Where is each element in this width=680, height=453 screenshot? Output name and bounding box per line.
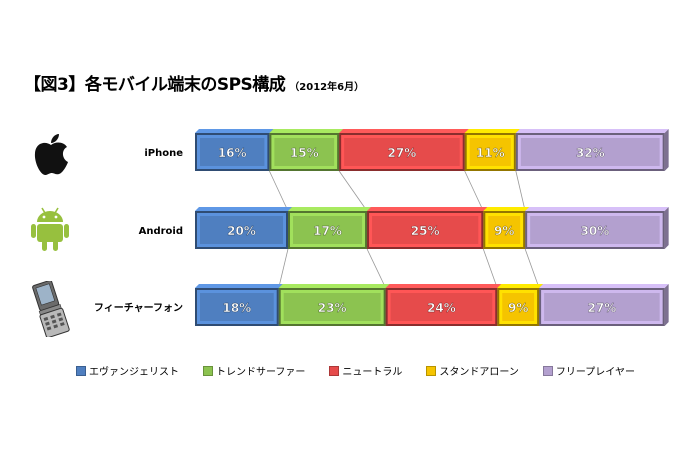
data-label: 11%	[476, 146, 505, 160]
connector-line	[482, 248, 498, 289]
series-connectors	[269, 170, 540, 289]
bar-segment	[339, 129, 469, 171]
bar-segment	[515, 129, 669, 171]
bar-face	[390, 293, 493, 321]
apple-icon	[34, 134, 68, 176]
legend-item: スタンドアローン	[426, 363, 519, 378]
connector-line	[524, 248, 540, 289]
bar-face	[488, 216, 521, 244]
bar-top-face	[195, 129, 274, 133]
category-label: iPhone	[144, 148, 183, 159]
bar-segment	[525, 207, 669, 249]
legend-swatch	[542, 365, 553, 376]
chart-subtitle: （2012年6月）	[289, 82, 365, 93]
category-label: フィーチャーフォン	[94, 302, 183, 314]
bar-top-face	[385, 284, 502, 288]
legend-label: エヴァンジェリスト	[89, 367, 179, 378]
legend-label: スタンドアローン	[439, 367, 519, 378]
bar-top-face	[339, 129, 469, 133]
bar-face	[520, 138, 660, 166]
data-label: 23%	[318, 301, 347, 315]
data-label: 32%	[576, 146, 605, 160]
bar-top-face	[195, 284, 283, 288]
bar-segment	[483, 207, 530, 249]
bar-segment	[464, 129, 520, 171]
connector-line	[464, 170, 484, 212]
category-label: Android	[139, 226, 183, 237]
bar-face	[283, 293, 381, 321]
legend-swatch	[76, 365, 86, 376]
legend: エヴァンジェリスト トレンドサーファー ニュートラル スタンドアローン フリープレイヤー	[76, 363, 635, 378]
data-label: 25%	[411, 224, 440, 238]
bar-top-face	[539, 284, 669, 288]
data-label: 15%	[290, 146, 319, 160]
legend-item: エヴァンジェリスト	[76, 363, 179, 378]
legend-label: フリープレイヤー	[555, 367, 636, 378]
bar-top-face	[269, 129, 344, 133]
data-label: 20%	[227, 224, 256, 238]
legend-swatch	[203, 365, 213, 376]
bar-top-face	[525, 207, 669, 211]
connector-line	[515, 170, 526, 212]
data-label: 27%	[388, 146, 417, 160]
bar-top-face	[515, 129, 669, 133]
feature-phone-icon	[32, 281, 70, 337]
bar-face	[502, 293, 535, 321]
bar-face	[200, 216, 283, 244]
data-label: 9%	[494, 224, 514, 238]
data-label: 16%	[218, 146, 247, 160]
bar-face	[200, 293, 274, 321]
connector-line	[269, 170, 289, 212]
bar-face	[530, 216, 660, 244]
bar-face	[200, 138, 265, 166]
connector-line	[278, 248, 289, 289]
legend-item: トレンドサーファー	[203, 363, 305, 378]
bar-top-face	[483, 207, 530, 211]
legend-swatch	[426, 365, 437, 376]
bar-top-face	[497, 284, 544, 288]
bar-top-face	[367, 207, 488, 211]
legend-label: トレンドサーファー	[216, 367, 306, 378]
connector-line	[366, 248, 387, 289]
bar-segment	[539, 284, 669, 326]
bar-face	[544, 293, 660, 321]
android-icon	[31, 207, 69, 251]
legend-item: ニュートラル	[329, 363, 402, 378]
data-label: 17%	[313, 224, 342, 238]
bar-top-face	[195, 207, 292, 211]
bar-side-face	[664, 207, 669, 249]
legend-label: ニュートラル	[342, 367, 403, 378]
bar-top-face	[278, 284, 390, 288]
bar-top-face	[288, 207, 372, 211]
bar-segment	[195, 284, 283, 326]
connector-line	[338, 170, 368, 212]
bar-face	[274, 138, 335, 166]
chart-title-block: 【図3】各モバイル端末のSPS構成 （2012年6月）	[24, 70, 364, 95]
bar-face	[344, 138, 460, 166]
bar-side-face	[664, 284, 669, 326]
bar-side-face	[664, 129, 669, 171]
data-label: 18%	[222, 301, 251, 315]
data-label: 9%	[508, 301, 528, 315]
chart-title: 【図3】各モバイル端末のSPS構成	[24, 75, 286, 95]
bar-face	[372, 216, 479, 244]
bar-face	[293, 216, 363, 244]
bar-segment	[269, 129, 344, 171]
bar-face	[469, 138, 511, 166]
bar-top-face	[464, 129, 520, 133]
data-label: 27%	[588, 301, 617, 315]
legend-swatch	[329, 365, 340, 376]
legend-item: フリープレイヤー	[542, 363, 636, 378]
data-label: 30%	[581, 224, 610, 238]
bar-segment	[288, 207, 372, 249]
data-label: 24%	[427, 301, 456, 315]
bar-segment	[278, 284, 390, 326]
bar-segment	[195, 129, 274, 171]
